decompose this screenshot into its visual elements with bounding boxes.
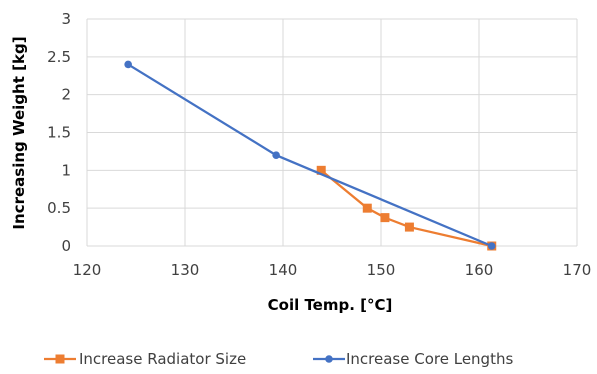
x-tick-label: 170: [563, 261, 592, 279]
series-2: [124, 60, 496, 250]
legend-item: Increase Radiator Size: [44, 350, 246, 368]
data-point: [124, 60, 132, 69]
tick-label-layer: 0 0.5 1 1.5 2 2.5 3 120 130 140 150 160 170: [47, 10, 591, 279]
series-line: [127, 63, 493, 248]
data-point: [404, 222, 414, 232]
data-point: [316, 165, 326, 175]
data-point: [487, 242, 496, 250]
x-tick-label: 140: [269, 261, 298, 279]
y-tick-label: 0.5: [47, 199, 71, 217]
data-point: [272, 151, 280, 159]
y-tick-label: 2.5: [47, 48, 71, 66]
legend-item: Increase Core Lengths: [313, 350, 513, 368]
y-tick-label: 0: [61, 237, 71, 255]
legend-marker: [55, 354, 65, 364]
y-tick-label: 2: [61, 86, 71, 104]
x-tick-label: 130: [171, 261, 200, 279]
legend: Increase Radiator Size Increase Core Leng…: [44, 350, 513, 368]
y-tick-label: 1: [61, 161, 71, 179]
grid-layer: [86, 18, 578, 247]
data-point: [362, 203, 372, 213]
legend-label: Increase Core Lengths: [346, 350, 513, 368]
data-point: [380, 213, 390, 223]
legend-marker: [325, 355, 333, 363]
y-tick-label: 1.5: [47, 124, 71, 142]
legend-label: Increase Radiator Size: [79, 350, 246, 368]
y-tick-label: 3: [61, 10, 71, 28]
x-tick-label: 120: [73, 261, 102, 279]
x-axis-title: Coil Temp. [°C]: [268, 296, 393, 314]
y-axis-title: Increasing Weight [kg]: [10, 36, 28, 229]
series-layer: [124, 60, 497, 251]
x-tick-label: 150: [367, 261, 396, 279]
x-tick-label: 160: [465, 261, 494, 279]
